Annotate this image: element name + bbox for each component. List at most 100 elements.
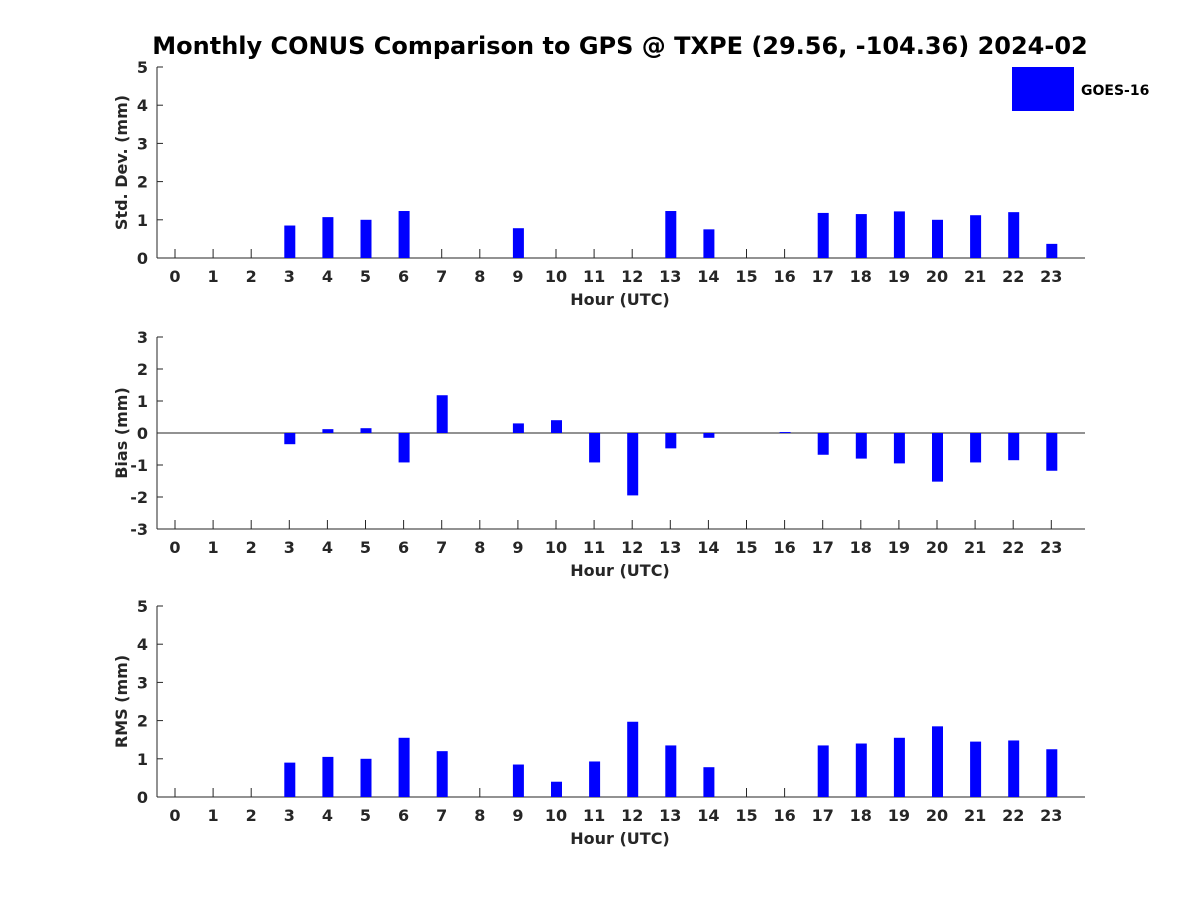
- x-tick-label: 3: [284, 267, 295, 286]
- x-tick-label: 0: [169, 267, 180, 286]
- y-tick-label: 2: [137, 173, 148, 192]
- x-tick-label: 4: [322, 267, 333, 286]
- bar-hour-19: [893, 433, 905, 464]
- y-axis-label: Bias (mm): [112, 387, 131, 479]
- bar-hour-18: [855, 433, 867, 459]
- legend-swatch: [1012, 67, 1074, 111]
- y-tick-label: -3: [130, 520, 148, 539]
- bar-hour-3: [284, 762, 296, 797]
- x-tick-label: 0: [169, 806, 180, 825]
- x-axis-label: Hour (UTC): [570, 561, 670, 580]
- y-tick-label: 0: [137, 424, 148, 443]
- x-tick-label: 1: [208, 538, 219, 557]
- x-tick-label: 9: [512, 806, 523, 825]
- x-tick-label: 18: [850, 267, 872, 286]
- x-tick-label: 7: [436, 267, 447, 286]
- x-tick-label: 2: [246, 538, 257, 557]
- bar-hour-5: [360, 219, 372, 258]
- y-tick-label: -1: [130, 456, 148, 475]
- x-tick-label: 13: [659, 806, 681, 825]
- x-tick-label: 18: [850, 538, 872, 557]
- x-tick-label: 1: [208, 806, 219, 825]
- y-tick-label: 2: [137, 712, 148, 731]
- x-tick-label: 17: [812, 267, 834, 286]
- y-tick-label: 3: [137, 328, 148, 347]
- x-tick-label: 5: [360, 267, 371, 286]
- x-tick-label: 20: [926, 538, 948, 557]
- bar-hour-12: [627, 433, 639, 496]
- x-tick-label: 9: [512, 267, 523, 286]
- x-tick-label: 0: [169, 538, 180, 557]
- bar-hour-11: [589, 433, 601, 463]
- x-tick-label: 11: [583, 806, 605, 825]
- x-tick-label: 21: [964, 806, 986, 825]
- bar-hour-22: [1008, 433, 1020, 461]
- bar-hour-14: [703, 229, 715, 258]
- bar-hour-10: [551, 781, 562, 797]
- bar-hour-6: [398, 737, 410, 797]
- x-tick-label: 1: [208, 267, 219, 286]
- y-axis-label: Std. Dev. (mm): [112, 95, 131, 230]
- bar-hour-23: [1046, 433, 1058, 471]
- x-tick-label: 11: [583, 267, 605, 286]
- bar-hour-9: [512, 228, 524, 258]
- x-tick-label: 14: [697, 267, 719, 286]
- bar-hour-20: [932, 219, 943, 258]
- x-tick-label: 13: [659, 267, 681, 286]
- x-tick-label: 17: [812, 538, 834, 557]
- x-tick-label: 10: [545, 806, 567, 825]
- bar-hour-18: [855, 214, 867, 258]
- bar-hour-14: [703, 767, 715, 797]
- x-axis-label: Hour (UTC): [570, 829, 670, 848]
- x-tick-label: 8: [474, 267, 485, 286]
- bar-hour-19: [893, 737, 905, 797]
- x-tick-label: 23: [1040, 267, 1062, 286]
- x-tick-label: 7: [436, 806, 447, 825]
- x-tick-label: 23: [1040, 538, 1062, 557]
- x-tick-label: 10: [545, 267, 567, 286]
- x-tick-label: 16: [773, 806, 795, 825]
- x-tick-label: 15: [735, 538, 757, 557]
- bar-hour-20: [932, 433, 943, 482]
- x-tick-label: 12: [621, 806, 643, 825]
- legend-label: GOES-16: [1081, 83, 1149, 99]
- bar-hour-23: [1046, 243, 1058, 258]
- y-tick-label: 4: [137, 635, 148, 654]
- x-tick-label: 5: [360, 538, 371, 557]
- y-tick-label: 1: [137, 392, 148, 411]
- x-tick-label: 17: [812, 806, 834, 825]
- legend: GOES-16: [1012, 67, 1149, 111]
- bar-hour-23: [1046, 749, 1058, 797]
- x-tick-label: 6: [398, 267, 409, 286]
- x-tick-label: 8: [474, 806, 485, 825]
- x-tick-label: 5: [360, 806, 371, 825]
- y-tick-label: 3: [137, 673, 148, 692]
- x-tick-label: 16: [773, 538, 795, 557]
- y-tick-label: 1: [137, 750, 148, 769]
- bar-hour-3: [284, 433, 296, 445]
- bar-hour-9: [512, 423, 524, 433]
- bar-hour-13: [665, 745, 677, 797]
- x-tick-label: 9: [512, 538, 523, 557]
- x-tick-label: 13: [659, 538, 681, 557]
- x-tick-label: 21: [964, 538, 986, 557]
- bar-hour-9: [512, 764, 524, 797]
- bar-hour-22: [1008, 740, 1020, 797]
- bar-hour-12: [627, 721, 639, 797]
- x-tick-label: 4: [322, 538, 333, 557]
- x-tick-label: 16: [773, 267, 795, 286]
- y-tick-label: 2: [137, 360, 148, 379]
- y-tick-label: 3: [137, 134, 148, 153]
- bar-hour-6: [398, 433, 410, 463]
- x-tick-label: 2: [246, 267, 257, 286]
- x-tick-label: 14: [697, 538, 719, 557]
- bar-hour-17: [817, 745, 829, 797]
- x-tick-label: 2: [246, 806, 257, 825]
- bar-hour-11: [589, 761, 601, 797]
- y-tick-label: 0: [137, 788, 148, 807]
- x-tick-label: 12: [621, 267, 643, 286]
- bar-hour-4: [322, 429, 334, 433]
